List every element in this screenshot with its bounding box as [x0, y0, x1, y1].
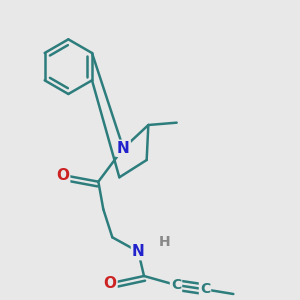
Text: O: O	[56, 167, 69, 182]
Text: C: C	[171, 278, 181, 292]
Text: N: N	[132, 244, 145, 259]
Text: H: H	[158, 235, 170, 249]
Text: O: O	[103, 276, 116, 291]
Text: N: N	[117, 141, 130, 156]
Text: C: C	[200, 282, 210, 296]
